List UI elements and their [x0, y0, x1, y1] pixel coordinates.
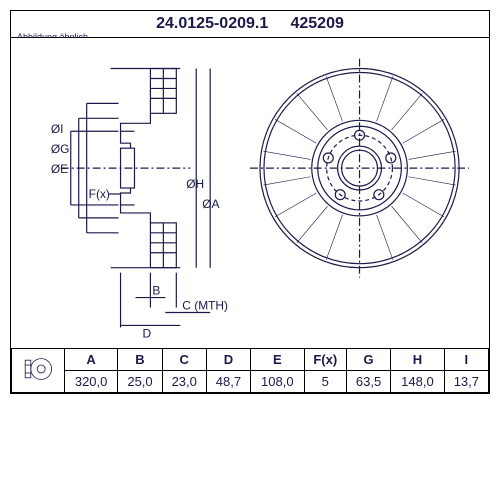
col-D: D	[206, 349, 250, 371]
col-B: B	[118, 349, 162, 371]
svg-text:ØA: ØA	[202, 197, 219, 211]
val-G: 63,5	[346, 371, 390, 393]
val-F: 5	[304, 371, 346, 393]
val-B: 25,0	[118, 371, 162, 393]
table-value-row: 320,0 25,0 23,0 48,7 108,0 5 63,5 148,0 …	[12, 371, 489, 393]
dim-leaders: ØI ØG ØE ØH ØA F(x)	[51, 69, 220, 268]
val-C: 23,0	[162, 371, 206, 393]
svg-text:ØG: ØG	[51, 142, 70, 156]
svg-text:F(x): F(x)	[89, 187, 110, 201]
side-profile	[61, 69, 190, 268]
svg-text:B: B	[152, 284, 160, 298]
col-A: A	[64, 349, 118, 371]
col-E: E	[251, 349, 305, 371]
col-H: H	[391, 349, 445, 371]
spec-table: A B C D E F(x) G H I 320,0 25,0 23,0 48,…	[11, 348, 489, 393]
col-F: F(x)	[304, 349, 346, 371]
svg-text:D: D	[142, 326, 151, 340]
val-D: 48,7	[206, 371, 250, 393]
header-bar: 24.0125-0209.1 425209 Abbildung ähnlich …	[11, 11, 489, 38]
technical-drawing: ØI ØG ØE ØH ØA F(x)	[11, 38, 489, 348]
val-A: 320,0	[64, 371, 118, 393]
front-view	[250, 59, 469, 278]
part-number-2: 425209	[290, 15, 343, 32]
drawing-svg: ØI ØG ØE ØH ØA F(x)	[11, 38, 489, 348]
rotor-icon-cell	[12, 349, 65, 393]
svg-text:ØE: ØE	[51, 162, 68, 176]
bottom-dims: B C (MTH) D	[121, 273, 229, 341]
part-number-1: 24.0125-0209.1	[156, 15, 268, 32]
table-header-row: A B C D E F(x) G H I	[12, 349, 489, 371]
svg-text:ØH: ØH	[186, 177, 204, 191]
col-I: I	[444, 349, 488, 371]
val-E: 108,0	[251, 371, 305, 393]
svg-text:ØI: ØI	[51, 122, 64, 136]
rotor-icon	[22, 355, 54, 383]
col-C: C	[162, 349, 206, 371]
col-G: G	[346, 349, 390, 371]
diagram-container: 24.0125-0209.1 425209 Abbildung ähnlich …	[10, 10, 490, 394]
val-H: 148,0	[391, 371, 445, 393]
val-I: 13,7	[444, 371, 488, 393]
svg-text:C (MTH): C (MTH)	[182, 299, 228, 313]
